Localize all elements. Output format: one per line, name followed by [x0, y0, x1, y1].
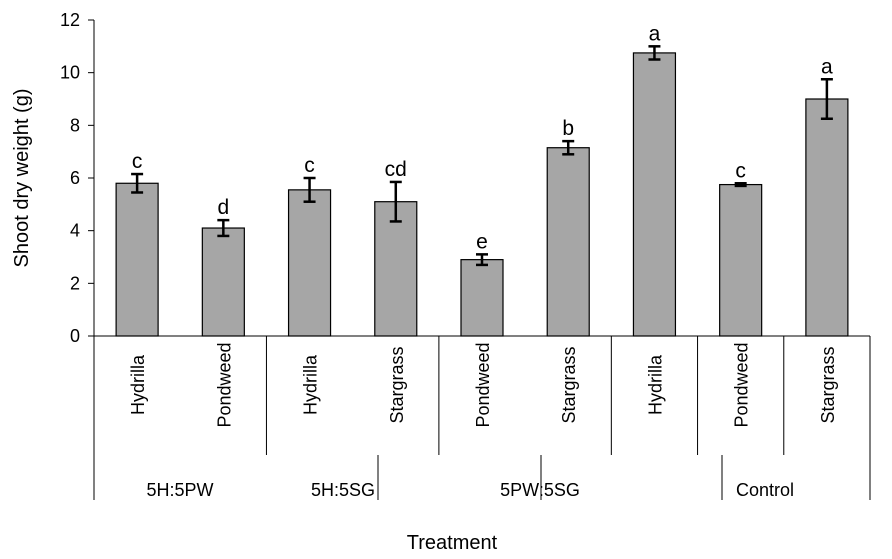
- group-label: 5H:5PW: [146, 480, 213, 500]
- bar: [287, 189, 332, 337]
- y-tick-label: 12: [60, 10, 80, 30]
- bar: [719, 183, 763, 337]
- x-axis-title: Treatment: [407, 532, 498, 554]
- group-label: 5PW:5SG: [500, 480, 580, 500]
- category-label: Hydrilla: [128, 354, 148, 415]
- significance-letter: a: [821, 55, 833, 78]
- significance-letter: c: [735, 159, 746, 182]
- bar: [374, 201, 418, 337]
- y-axis-title: Shoot dry weight (g): [11, 89, 33, 268]
- bar: [805, 98, 849, 337]
- significance-letter: c: [304, 154, 315, 177]
- y-tick-label: 10: [60, 63, 80, 83]
- y-tick-label: 6: [70, 168, 80, 188]
- significance-letter: d: [217, 196, 229, 219]
- bar: [115, 182, 159, 337]
- group-label: Control: [736, 480, 794, 500]
- category-label: Hydrilla: [645, 354, 665, 415]
- significance-letter: a: [649, 22, 661, 45]
- y-axis: 0 2 4 6 8 10 12: [60, 10, 95, 346]
- bar: [546, 147, 590, 337]
- bar: [460, 259, 504, 337]
- bar: [201, 227, 245, 337]
- significance-letter: c: [132, 150, 143, 173]
- significance-letter: e: [476, 230, 488, 253]
- category-label: Pondweed: [214, 342, 234, 427]
- category-label: Pondweed: [732, 342, 752, 427]
- category-label: Stargrass: [559, 346, 579, 423]
- category-label: Stargrass: [387, 346, 407, 423]
- significance-letter: cd: [385, 158, 407, 181]
- category-label: Hydrilla: [301, 354, 321, 415]
- y-tick-label: 4: [70, 221, 80, 241]
- y-tick-label: 0: [70, 326, 80, 346]
- x-axis: Hydrilla Pondweed Hydrilla Stargrass Pondwee…: [93, 335, 871, 500]
- y-tick-label: 8: [70, 115, 80, 135]
- category-label: Pondweed: [473, 342, 493, 427]
- y-tick-label: 2: [70, 273, 80, 293]
- category-label: Stargrass: [818, 346, 838, 423]
- significance-letter: b: [562, 117, 574, 140]
- group-label: 5H:5SG: [311, 480, 375, 500]
- bar: [632, 52, 677, 337]
